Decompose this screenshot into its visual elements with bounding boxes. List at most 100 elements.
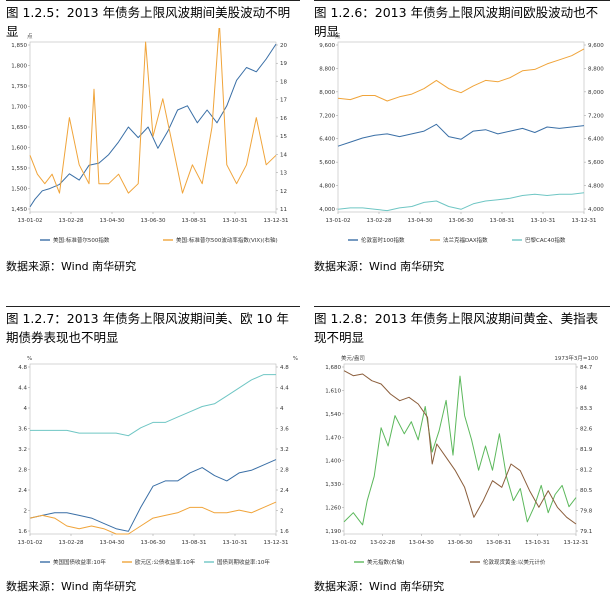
source-note-3: 数据来源：Wind 南华研究: [6, 580, 137, 593]
source-note-2: 数据来源：Wind 南华研究: [314, 260, 445, 273]
series-line-3: [30, 374, 276, 437]
legend-label: 伦敦富时100指数: [361, 236, 405, 244]
x-tick-label: 13-06-30: [448, 540, 473, 546]
series-line-1: [343, 375, 577, 526]
legend-label: 法兰克福DAX指数: [443, 236, 488, 244]
right-tick-label: 1.6: [280, 529, 289, 535]
x-tick-label: 13-08-31: [486, 540, 511, 546]
chart-title-1: 图 1.2.5：2013 年债务上限风波期间美股波动不明显: [6, 0, 300, 41]
right-tick-label: 19: [280, 61, 287, 67]
x-tick-label: 13-04-30: [409, 540, 434, 546]
right-tick-label: 2.4: [280, 488, 289, 494]
left-tick-label: 9,600: [319, 43, 335, 49]
left-tick-label: 1,500: [11, 187, 27, 193]
right-tick-label: 83.3: [580, 406, 593, 412]
left-tick-label: 4.4: [18, 386, 27, 392]
right-tick-label: 2.8: [280, 468, 289, 474]
left-tick-label: 6,400: [319, 137, 335, 143]
left-tick-label: 2.4: [18, 488, 27, 494]
plot-frame: [29, 363, 277, 535]
left-tick-label: 1,600: [11, 146, 27, 152]
plot-frame: [29, 41, 277, 213]
left-tick-label: 4,800: [319, 184, 335, 190]
right-tick-label: 9,600: [588, 43, 604, 49]
chart-4: 美元/盎司 1973年3月=100 1,680 1,610 1,540 1,470 1,40…: [325, 354, 598, 566]
left-tick-label: 2.8: [18, 468, 27, 474]
right-tick-label: 82.6: [580, 427, 593, 433]
series-line-2: [337, 48, 585, 102]
left-tick-label: 1,650: [11, 125, 27, 131]
x-tick-label: 13-10-31: [525, 540, 550, 546]
right-tick-label: 3.2: [280, 447, 289, 453]
right-tick-label: 80.5: [580, 488, 593, 494]
x-tick-label: 13-01-02: [326, 218, 351, 224]
series-line-2: [29, 28, 277, 194]
chart-title-2: 图 1.2.6：2013 年债务上限风波期间欧股波动也不明显: [314, 0, 610, 41]
right-tick-label: 79.8: [580, 509, 593, 515]
right-tick-label: 2: [280, 509, 284, 515]
source-note-1: 数据来源：Wind 南华研究: [6, 260, 137, 273]
right-unit-label: 1973年3月=100: [554, 354, 598, 362]
x-tick-label: 13-06-30: [449, 218, 474, 224]
left-tick-label: 8,000: [319, 90, 335, 96]
right-tick-label: 18: [280, 79, 287, 85]
right-tick-label: 11: [280, 207, 287, 213]
right-tick-label: 12: [280, 189, 287, 195]
x-tick-label: 13-01-02: [18, 218, 43, 224]
right-tick-label: 4.4: [280, 386, 289, 392]
x-tick-label: 13-08-31: [490, 218, 515, 224]
x-tick-label: 13-08-31: [182, 218, 207, 224]
right-tick-label: 16: [280, 116, 287, 122]
right-tick-label: 17: [280, 98, 287, 104]
series-line-1: [337, 123, 585, 147]
x-tick-label: 13-04-30: [100, 540, 125, 546]
left-unit-label: 点: [27, 33, 33, 40]
legend-label: 美国:标准普尔500波动率指数(VIX)(右轴): [176, 236, 278, 244]
chart-title-3: 图 1.2.7：2013 年债务上限风波期间美、欧 10 年期债券表现也不明显: [6, 306, 300, 347]
legend-label: 美国国债收益率:10年: [53, 558, 106, 566]
left-tick-label: 1,540: [325, 412, 341, 418]
right-tick-label: 14: [280, 152, 287, 158]
right-tick-label: 79.1: [580, 529, 592, 535]
x-tick-label: 13-06-30: [141, 540, 166, 546]
left-tick-label: 8,800: [319, 66, 335, 72]
left-unit-label: %: [27, 356, 32, 362]
left-tick-label: 1,470: [325, 435, 341, 441]
x-tick-label: 13-12-31: [264, 540, 289, 546]
legend-label: 欧元区:公债收益率:10年: [135, 558, 196, 566]
x-tick-label: 13-10-31: [531, 218, 556, 224]
legend-label: 美元指数(右轴): [367, 558, 404, 566]
right-unit-label: %: [293, 356, 298, 362]
x-tick-label: 13-08-31: [182, 540, 207, 546]
right-tick-label: 4,800: [588, 184, 604, 190]
chart-3: % %4.84.443.63.22.82.421.64.84.443.63.22.…: [18, 356, 298, 566]
x-tick-label: 13-06-30: [141, 218, 166, 224]
series-line-2: [343, 370, 577, 525]
series-line-2: [29, 501, 277, 535]
right-tick-label: 13: [280, 171, 287, 177]
series-line-1: [29, 459, 277, 532]
left-tick-label: 1,190: [325, 529, 341, 535]
right-tick-label: 81.9: [580, 447, 593, 453]
legend-label: 伦敦现货黄金:以美元计价: [483, 558, 546, 566]
left-tick-label: 1,550: [11, 166, 27, 172]
left-tick-label: 5,600: [319, 160, 335, 166]
left-tick-label: 1,330: [325, 482, 341, 488]
right-tick-label: 4,000: [588, 207, 604, 213]
right-tick-label: 8,800: [588, 66, 604, 72]
right-tick-label: 4: [280, 406, 284, 412]
right-tick-label: 84: [580, 386, 587, 392]
left-unit-label: 点: [335, 33, 341, 40]
series-line-1: [29, 43, 277, 208]
right-tick-label: 15: [280, 134, 287, 140]
left-tick-label: 1,680: [325, 365, 341, 371]
x-tick-label: 13-02-28: [59, 218, 84, 224]
chart-title-4: 图 1.2.8：2013 年债务上限风波期间黄金、美指表现不明显: [314, 306, 610, 347]
x-tick-label: 13-10-31: [223, 218, 248, 224]
left-tick-label: 1,800: [11, 64, 27, 70]
right-tick-label: 7,200: [588, 113, 604, 119]
right-tick-label: 8,000: [588, 90, 604, 96]
left-tick-label: 4: [24, 406, 28, 412]
left-tick-label: 1,750: [11, 84, 27, 90]
left-tick-label: 4.8: [18, 365, 27, 371]
